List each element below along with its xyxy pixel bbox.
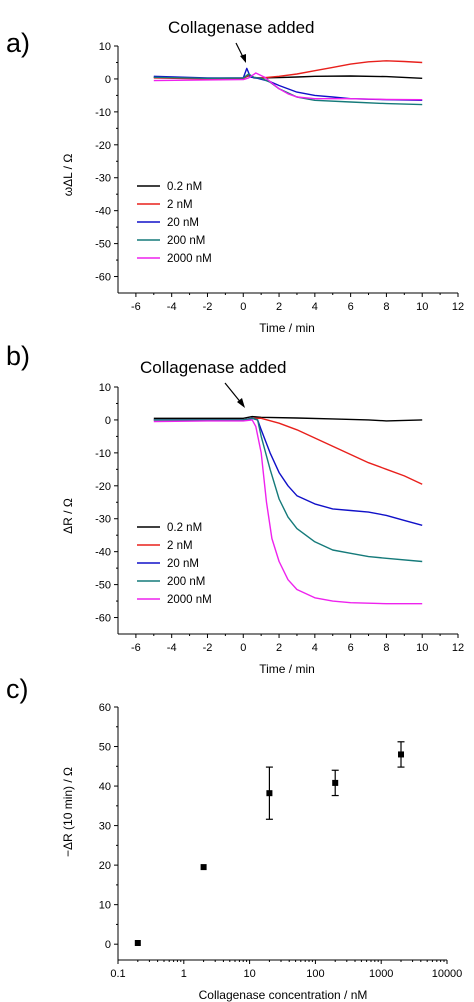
panel-a-xtick-label: -6 <box>131 301 141 313</box>
panel-c-point-4 <box>398 751 404 757</box>
panel-c: c) −ΔR (10 min) / Ω Collagenase concentr… <box>6 674 462 1002</box>
panel-b-ytick-label: -10 <box>95 448 111 460</box>
panel-a-ytick-label: 10 <box>99 41 111 53</box>
panel-b-xtick-label: 8 <box>383 642 389 654</box>
panel-a-xtick-label: 2 <box>276 301 282 313</box>
panel-c-point-0 <box>135 940 141 946</box>
panel-a-label: a) <box>6 28 30 58</box>
panel-c-ylabel: −ΔR (10 min) / Ω <box>61 767 75 857</box>
panel-c-ytick-label: 10 <box>99 900 111 912</box>
panel-b-xtick-label: 10 <box>416 642 428 654</box>
panel-c-xtick-label: 10000 <box>432 968 463 980</box>
panel-a-legend: 0.2 nM 2 nM 20 nM 200 nM 2000 nM <box>137 181 212 265</box>
panel-a-annotation: Collagenase added <box>168 18 315 37</box>
panel-c-xlabel: Collagenase concentration / nM <box>199 988 368 1002</box>
legend-a-label-1: 2 nM <box>167 199 193 211</box>
legend-b-label-1: 2 nM <box>167 540 193 552</box>
panel-c-ytick-label: 50 <box>99 742 111 754</box>
panel-a-xtick-label: 12 <box>452 301 464 313</box>
panel-c-point-3 <box>332 780 338 786</box>
panel-b: b) Collagenase added ΔR / Ω Time / min 1… <box>6 341 464 676</box>
panel-b-ytick-label: -30 <box>95 514 111 526</box>
panel-a-xtick-label: 4 <box>312 301 318 313</box>
panel-c-ytick-label: 0 <box>105 939 111 951</box>
panel-a-xtick-label: 10 <box>416 301 428 313</box>
panel-c-point-2 <box>266 790 272 796</box>
legend-b-label-2: 20 nM <box>167 558 199 570</box>
panel-b-series-line-1 <box>154 418 422 484</box>
panel-c-xtick-label: 1000 <box>369 968 393 980</box>
panel-a-ytick-label: -20 <box>95 140 111 152</box>
panel-a-xtick-label: 6 <box>348 301 354 313</box>
panel-c-xtick-label: 0.1 <box>110 968 125 980</box>
panel-b-annotation-arrow <box>225 383 245 408</box>
panel-a-xtick-label: -2 <box>203 301 213 313</box>
panel-a-xlabel: Time / min <box>259 321 315 335</box>
panel-b-annotation: Collagenase added <box>140 358 287 377</box>
panel-a-ytick-label: -60 <box>95 272 111 284</box>
panel-b-xlabel: Time / min <box>259 662 315 676</box>
panel-c-ytick-label: 20 <box>99 860 111 872</box>
panel-b-ytick-label: -50 <box>95 580 111 592</box>
legend-b-label-4: 2000 nM <box>167 594 212 606</box>
panel-b-label: b) <box>6 341 30 371</box>
panel-a-ytick-label: -50 <box>95 239 111 251</box>
panel-c-ytick-label: 60 <box>99 702 111 714</box>
panel-b-plot: 100-10-20-30-40-50-60-6 -4 -2 0 2 4 6 8 10 12 <box>95 382 464 654</box>
legend-b-label-0: 0.2 nM <box>167 522 202 534</box>
panel-b-ytick-label: -40 <box>95 547 111 559</box>
legend-a-label-2: 20 nM <box>167 217 199 229</box>
panel-a-xtick-label: 8 <box>383 301 389 313</box>
panel-b-ytick-label: 0 <box>105 415 111 427</box>
panel-b-ylabel: ΔR / Ω <box>61 498 75 534</box>
panel-b-xtick-label: 0 <box>240 642 246 654</box>
legend-a-label-3: 200 nM <box>167 235 205 247</box>
panel-b-xtick-label: -4 <box>167 642 177 654</box>
panel-c-plot: 0 10 20 30 40 50 60 0.1 1 10 100 1000 10000 <box>99 702 463 980</box>
panel-b-ytick-label: -20 <box>95 481 111 493</box>
panel-a-xtick-label: -4 <box>167 301 177 313</box>
legend-b-label-3: 200 nM <box>167 576 205 588</box>
panel-a-plot: 100-10-20-30-40-50-60-6 -4 -2 0 2 4 6 8 10 12 <box>95 41 464 313</box>
panel-c-ytick-label: 30 <box>99 821 111 833</box>
panel-c-point-1 <box>201 864 207 870</box>
panel-b-legend: 0.2 nM 2 nM 20 nM 200 nM 2000 nM <box>137 522 212 606</box>
panel-c-label: c) <box>6 674 29 704</box>
panel-a: a) Collagenase added ωΔL / Ω Time / min … <box>6 18 464 335</box>
panel-b-ytick-label: 10 <box>99 382 111 394</box>
panel-b-xtick-label: 2 <box>276 642 282 654</box>
panel-b-ytick-label: -60 <box>95 613 111 625</box>
panel-a-ytick-label: -10 <box>95 107 111 119</box>
panel-a-xtick-label: 0 <box>240 301 246 313</box>
panel-b-xtick-label: 4 <box>312 642 318 654</box>
panel-b-xtick-label: -6 <box>131 642 141 654</box>
panel-b-xtick-label: -2 <box>203 642 213 654</box>
panel-b-series-line-3 <box>154 418 422 561</box>
panel-c-ytick-label: 40 <box>99 781 111 793</box>
panel-a-ytick-label: 0 <box>105 74 111 86</box>
panel-c-xtick-label: 10 <box>243 968 255 980</box>
panel-c-xtick-label: 1 <box>181 968 187 980</box>
panel-c-xtick-label: 100 <box>306 968 324 980</box>
panel-b-xtick-label: 12 <box>452 642 464 654</box>
legend-a-label-0: 0.2 nM <box>167 181 202 193</box>
panel-a-ytick-label: -30 <box>95 173 111 185</box>
panel-a-annotation-arrow <box>236 43 246 63</box>
legend-a-label-4: 2000 nM <box>167 253 212 265</box>
panel-a-ylabel: ωΔL / Ω <box>61 154 75 197</box>
panel-b-series-line-2 <box>154 418 422 525</box>
panel-a-series-line-2 <box>154 68 422 100</box>
panel-b-xtick-label: 6 <box>348 642 354 654</box>
panel-a-ytick-label: -40 <box>95 206 111 218</box>
